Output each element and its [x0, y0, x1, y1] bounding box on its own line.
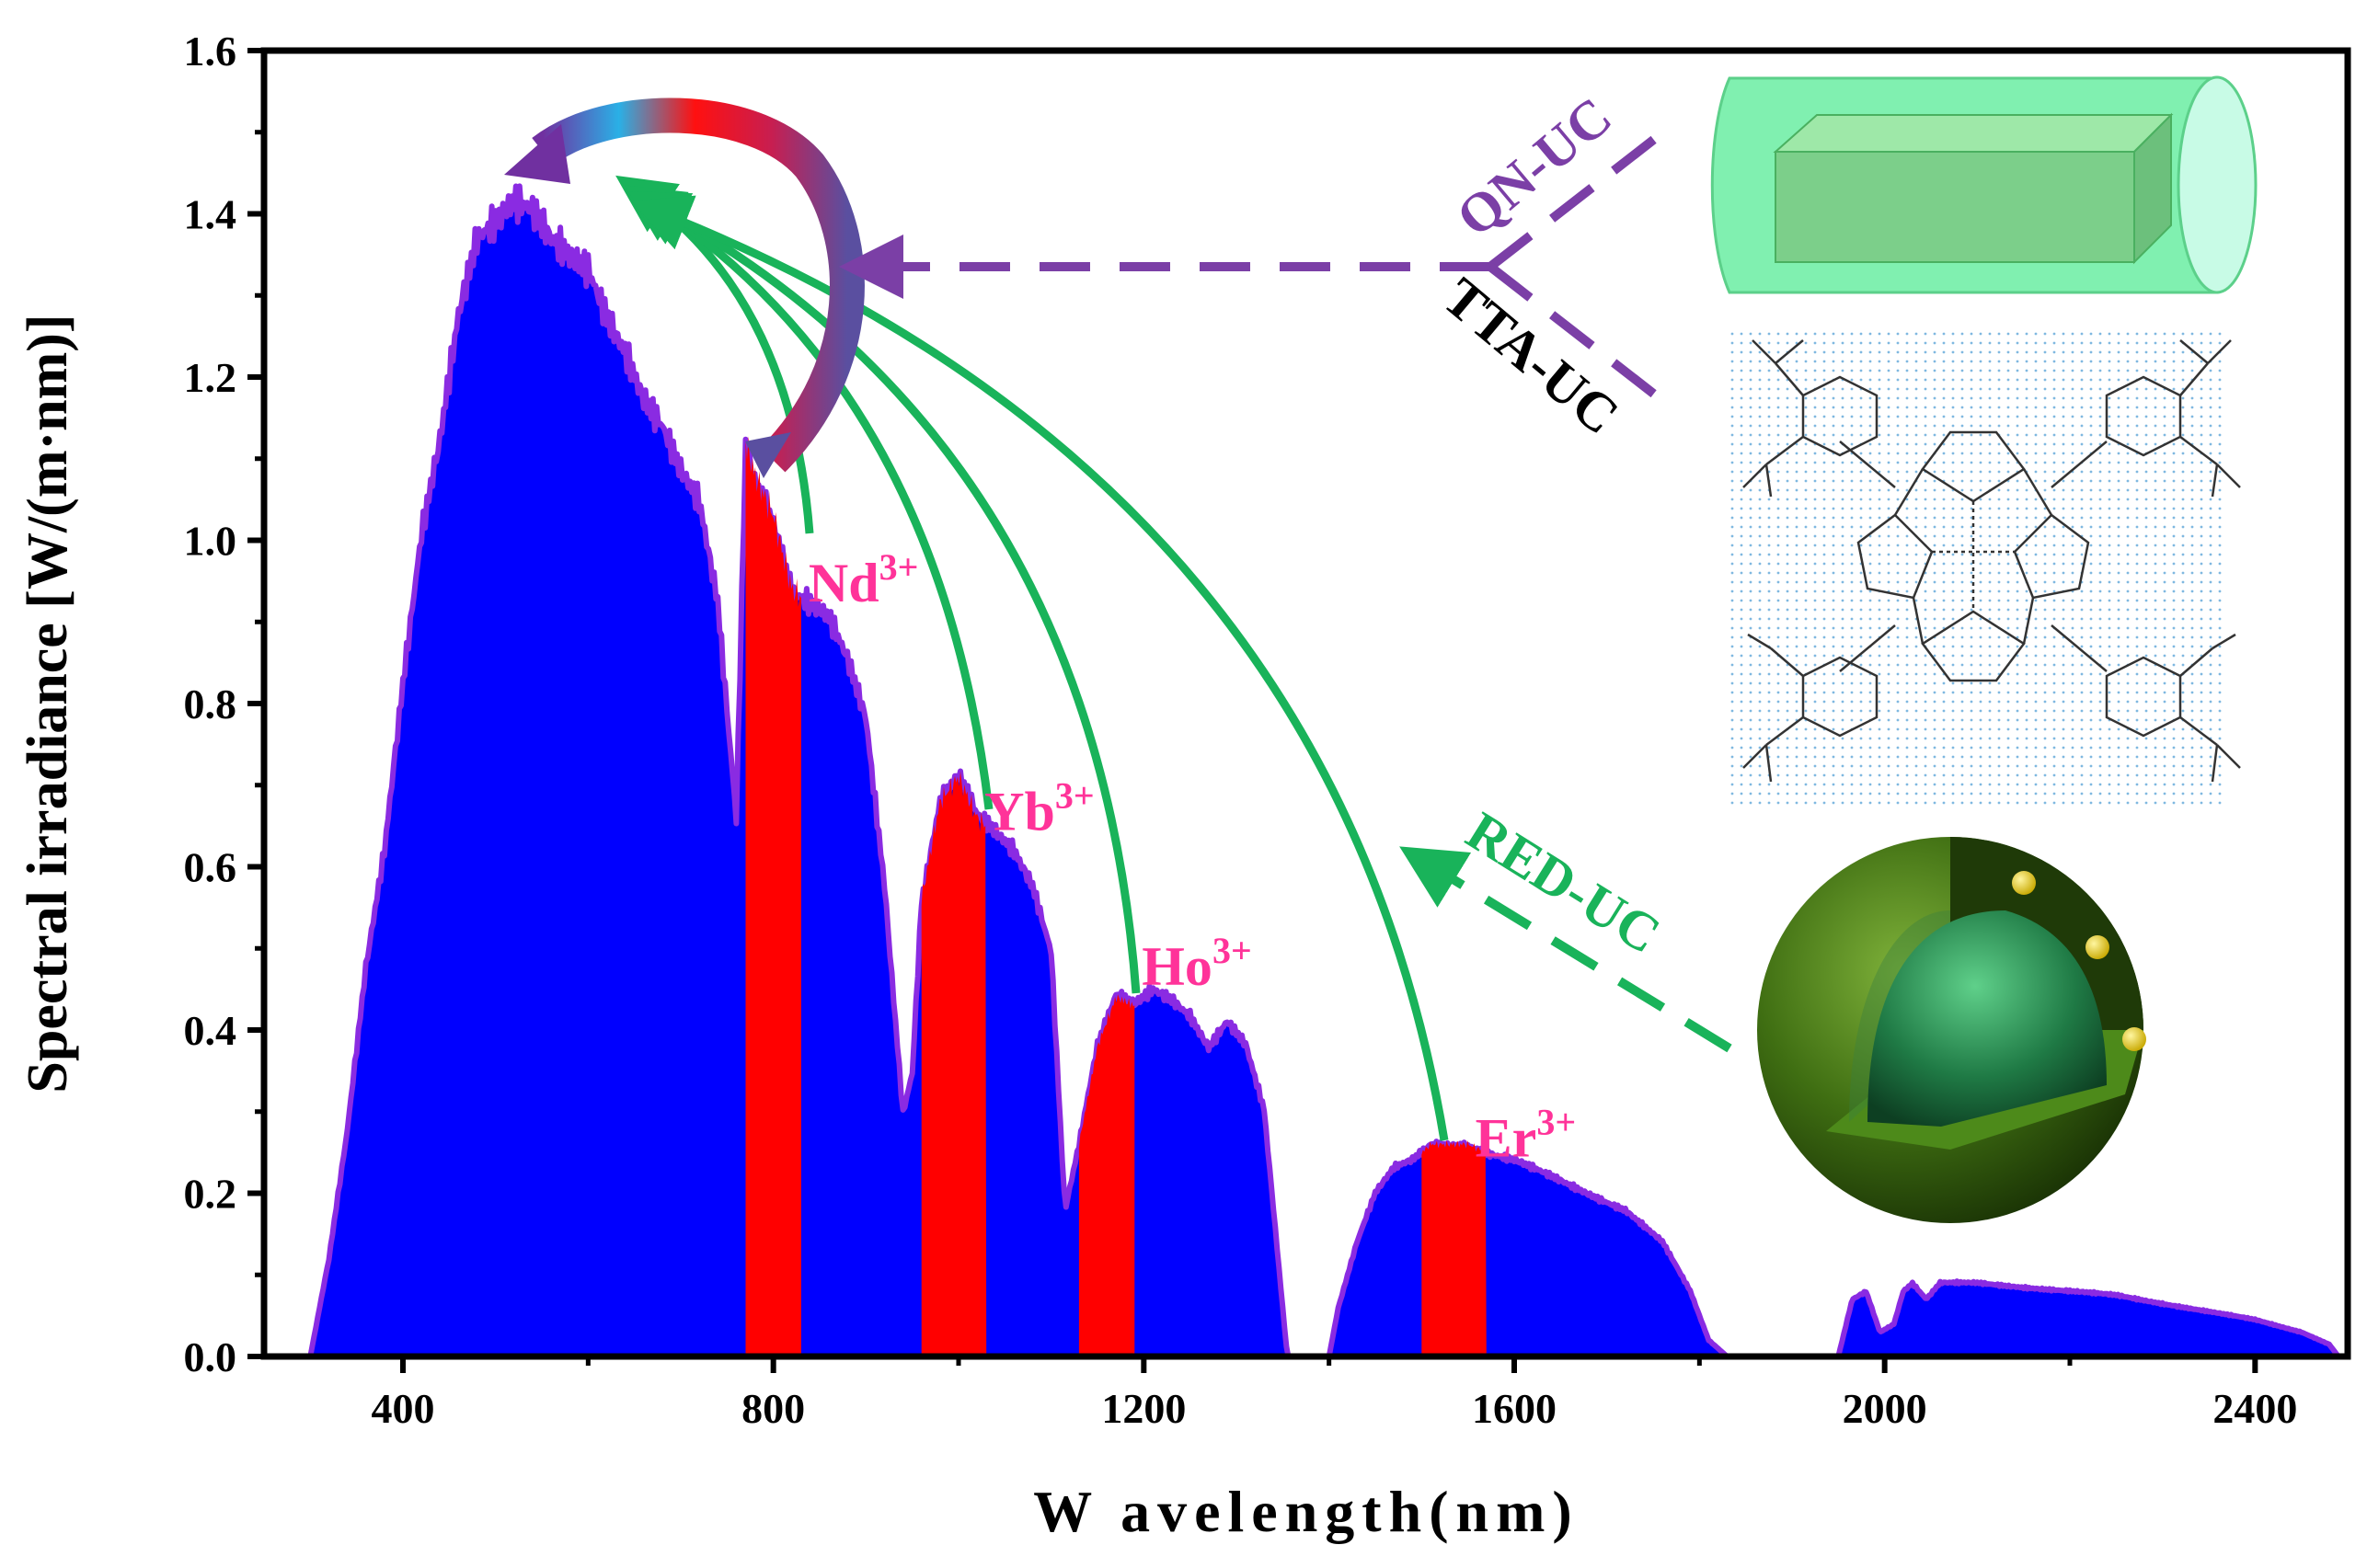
- x-axis-title: W avelength(nm): [1033, 1479, 1579, 1544]
- y-tick-label: 0.8: [184, 681, 237, 727]
- y-tick-label: 0.4: [184, 1007, 237, 1054]
- ion-label-ho: Ho3+: [1142, 930, 1251, 997]
- band-nd: [745, 436, 801, 1356]
- red-uc-label: RED-UC: [1456, 800, 1671, 966]
- yb-arrow: [624, 185, 994, 810]
- ho-arrow: [627, 191, 1141, 994]
- purple-dashed-arrow: [839, 134, 1660, 399]
- red-uc-dashed-arrow: [1399, 846, 1732, 1053]
- band-er: [1421, 1140, 1487, 1356]
- molecule-illustration: [1729, 326, 2241, 809]
- cylinder-illustration: [1710, 75, 2258, 294]
- y-tick-label: 1.0: [184, 518, 237, 565]
- spectrum-area: [307, 183, 2341, 1356]
- x-tick-label: 2400: [2212, 1385, 2297, 1432]
- y-tick-label: 0.2: [184, 1171, 237, 1218]
- y-axis-title: Spectral irradiance [W/(m·nm)]: [17, 314, 79, 1093]
- x-tick-label: 1200: [1101, 1385, 1186, 1432]
- ion-label-er: Er3+: [1476, 1101, 1576, 1168]
- qn-uc-label: QN-UC: [1445, 86, 1623, 248]
- x-tick-label: 400: [372, 1385, 435, 1432]
- y-tick-label: 1.6: [184, 28, 237, 74]
- x-tick-label: 2000: [1843, 1385, 1927, 1432]
- y-tick-label: 1.4: [184, 191, 237, 238]
- x-tick-label: 1600: [1472, 1385, 1557, 1432]
- band-ho: [1078, 994, 1135, 1356]
- y-tick-label: 0.0: [184, 1333, 237, 1380]
- ion-label-yb: Yb3+: [984, 774, 1095, 841]
- x-tick-label: 800: [741, 1385, 805, 1432]
- band-yb: [921, 771, 987, 1356]
- y-tick-label: 0.6: [184, 844, 237, 891]
- rainbow-arc: [504, 97, 865, 478]
- core-shell-sphere: [1757, 837, 2146, 1223]
- ion-label-nd: Nd3+: [809, 546, 919, 613]
- y-tick-label: 1.2: [184, 354, 237, 401]
